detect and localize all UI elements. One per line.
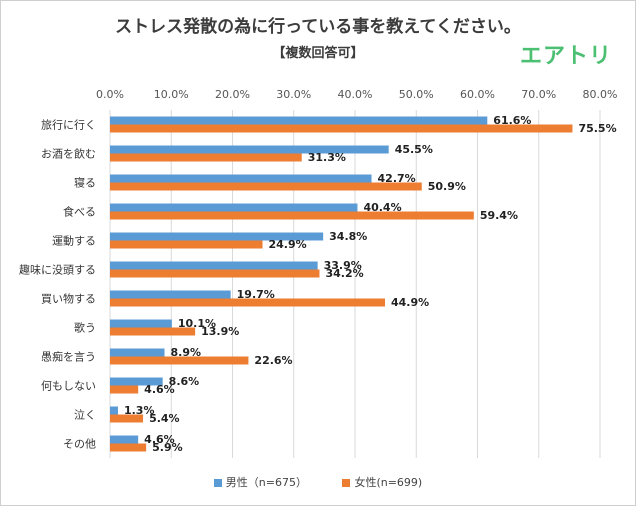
category-label: 旅行に行く — [41, 118, 96, 132]
x-tick-label: 80.0% — [583, 88, 618, 101]
value-label: 42.7% — [378, 172, 416, 185]
bar-male — [110, 406, 118, 415]
bar-male — [110, 261, 318, 270]
value-label: 75.5% — [578, 122, 616, 135]
value-label: 5.9% — [152, 441, 183, 454]
bar-male — [110, 203, 358, 212]
legend-label-female: 女性(n=699) — [354, 476, 423, 489]
category-label: 何もしない — [41, 380, 96, 393]
value-label: 50.9% — [428, 180, 466, 193]
category-label: お酒を飲む — [41, 147, 96, 161]
x-tick-label: 30.0% — [276, 88, 311, 101]
value-label: 31.3% — [308, 151, 346, 164]
bar-male — [110, 377, 163, 386]
legend-swatch-female — [342, 479, 351, 487]
x-tick-label: 10.0% — [154, 88, 189, 101]
value-label: 19.7% — [237, 288, 275, 301]
chart-subtitle: 【複数回答可】 — [272, 46, 364, 61]
bar-male — [110, 319, 172, 328]
x-tick-label: 40.0% — [338, 88, 373, 101]
legend-swatch-male — [213, 479, 222, 487]
category-label: 食べる — [63, 205, 96, 219]
bar-female — [110, 385, 139, 394]
category-label: その他 — [63, 438, 96, 451]
legend-label-male: 男性（n=675） — [225, 476, 307, 489]
x-tick-label: 0.0% — [96, 88, 124, 101]
value-label: 24.9% — [269, 238, 307, 251]
bar-male — [110, 116, 488, 125]
value-label: 5.4% — [149, 412, 180, 425]
category-label: 趣味に没頭する — [19, 263, 96, 277]
bar-male — [110, 348, 165, 357]
value-label: 40.4% — [363, 201, 401, 214]
x-tick-label: 50.0% — [399, 88, 434, 101]
value-label: 33.9% — [324, 259, 362, 272]
bar-female — [110, 153, 302, 162]
bar-female — [110, 327, 196, 336]
bar-male — [110, 145, 389, 154]
category-label: 泣く — [74, 408, 96, 422]
category-label: 寝る — [74, 176, 96, 190]
value-label: 8.6% — [169, 375, 200, 388]
bar-female — [110, 211, 474, 220]
value-label: 44.9% — [391, 296, 429, 309]
x-tick-label: 60.0% — [460, 88, 495, 101]
legend-item-male: 男性（n=675） — [213, 474, 307, 490]
value-label: 34.2% — [325, 267, 363, 280]
bar-female — [110, 124, 573, 133]
category-label: 買い物する — [41, 292, 96, 306]
category-label: 愚痴を言う — [41, 350, 96, 364]
bar-female — [110, 298, 386, 307]
value-label: 4.6% — [144, 383, 175, 396]
x-tick-label: 20.0% — [215, 88, 250, 101]
value-label: 61.6% — [493, 114, 531, 127]
value-label: 59.4% — [480, 209, 518, 222]
value-label: 22.6% — [254, 354, 292, 367]
bar-female — [110, 269, 320, 278]
category-label: 歌う — [74, 321, 96, 335]
value-label: 13.9% — [201, 325, 239, 338]
bar-male — [110, 290, 231, 299]
x-tick-label: 70.0% — [521, 88, 556, 101]
value-label: 1.3% — [124, 404, 155, 417]
bar-male — [110, 232, 324, 241]
bar-female — [110, 240, 263, 249]
legend-item-female: 女性(n=699) — [342, 474, 422, 490]
value-label: 34.8% — [329, 230, 367, 243]
value-label: 45.5% — [395, 143, 433, 156]
value-label: 8.9% — [171, 346, 202, 359]
brand-logo: エアトリ — [519, 44, 612, 69]
value-label: 10.1% — [178, 317, 216, 330]
bar-female — [110, 356, 249, 365]
value-label: 4.6% — [144, 433, 175, 446]
bar-female — [110, 414, 144, 423]
chart-legend: 男性（n=675） 女性(n=699) — [0, 474, 636, 490]
bar-female — [110, 443, 147, 452]
bar-male — [110, 174, 372, 183]
bar-male — [110, 435, 139, 444]
category-label: 運動する — [52, 234, 96, 248]
bar-female — [110, 182, 422, 191]
chart-title: ストレス発散の為に行っている事を教えてください。 — [115, 17, 521, 37]
